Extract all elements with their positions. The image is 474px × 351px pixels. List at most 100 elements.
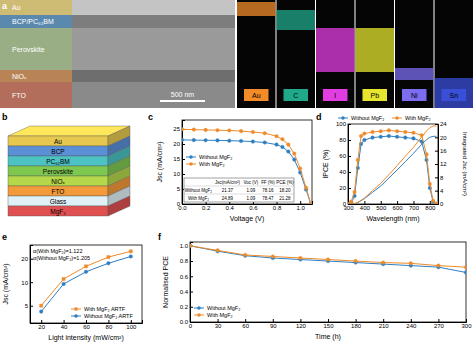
series-line: [190, 246, 466, 273]
series-marker: [412, 137, 416, 141]
eds-label-box: [363, 89, 388, 101]
sem-layer-label: BCP/PC₆₁BM: [12, 18, 54, 25]
series-marker: [395, 135, 399, 139]
sem-layer-label: Perovskite: [12, 46, 45, 53]
y-axis-title: Normalised PCE: [162, 256, 169, 308]
sem-layer-overlay: [0, 82, 72, 108]
stack-layer: [8, 206, 108, 216]
tick-label: 700: [409, 205, 420, 211]
series-marker: [379, 129, 383, 133]
tick: 60: [242, 319, 249, 329]
tick-mark: [182, 159, 185, 160]
series-marker: [356, 158, 360, 162]
plot-frame: [190, 242, 466, 322]
sem-layer-overlay: [0, 15, 72, 28]
series-marker: [409, 262, 413, 266]
tick: 600: [393, 201, 404, 211]
x-axis-line: [191, 319, 467, 323]
tick-mark: [182, 144, 185, 145]
table-cell: 24.89: [222, 196, 234, 201]
tick-mark: [190, 322, 193, 323]
tick: 0.4: [226, 201, 235, 211]
series-marker: [182, 128, 184, 132]
tick: 100: [336, 121, 351, 127]
x-axis: 0306090120150180210240270300: [189, 319, 472, 329]
tick-label: 0.8: [180, 258, 189, 264]
stack-layer: [8, 156, 108, 166]
tick-label: 10: [173, 171, 180, 177]
stack-layer: [8, 146, 108, 156]
y2-axis-title: Integrated Jsc (mA/cm²): [462, 132, 468, 196]
eds-signal: [316, 28, 355, 72]
eds-label: Ni: [411, 92, 418, 99]
eds-signal: [237, 2, 276, 16]
series-marker: [287, 150, 291, 154]
tick: 0.8: [180, 258, 193, 264]
tick: 270: [434, 319, 445, 329]
table-cell: 1.09: [247, 188, 256, 193]
series-marker: [84, 270, 88, 274]
tick-label: 0.6: [249, 205, 258, 211]
stack-label: PC₆₁BM: [46, 158, 70, 165]
tick-mark: [397, 201, 398, 204]
tick: 60: [339, 153, 351, 159]
series-marker: [107, 261, 111, 265]
tick-label: 0.6: [180, 274, 189, 280]
tick: 0.0: [180, 319, 193, 325]
series-line: [348, 130, 436, 204]
stack-label: Au: [54, 138, 62, 145]
tick: 210: [379, 319, 390, 329]
series-marker: [62, 277, 65, 280]
eds-signal: [395, 68, 434, 80]
series-marker: [62, 282, 66, 286]
tick-label: 15: [173, 156, 180, 162]
tick: 40: [61, 320, 68, 330]
tick-label: 16: [440, 148, 447, 154]
scale-bar-label: 500 nm: [171, 91, 195, 98]
tick-label: 0.4: [226, 205, 235, 211]
tick: 80: [339, 137, 351, 143]
tick: 24: [435, 121, 447, 127]
series-marker: [239, 129, 243, 133]
sem-layer: [0, 28, 235, 70]
tick-label: 0: [343, 201, 347, 207]
panel-label: f: [158, 232, 162, 242]
tick-label: 240: [406, 323, 417, 329]
tick-label: 30: [215, 323, 222, 329]
series-marker: [216, 139, 220, 143]
series-marker: [281, 145, 285, 149]
tick-mark: [300, 201, 301, 204]
tick: 16: [435, 148, 447, 154]
tick-label: 60: [339, 153, 346, 159]
tick-label: 180: [351, 323, 362, 329]
series-marker: [251, 130, 255, 134]
series-marker: [379, 135, 383, 139]
tick-label: 0: [440, 201, 444, 207]
eds-background: [277, 0, 316, 108]
eds-signal: [277, 10, 316, 30]
legend: Without MgF₂With MgF₂: [194, 305, 240, 318]
tick-mark: [364, 201, 365, 204]
legend: Without MgF₂With MgF₂: [186, 154, 232, 167]
series-marker: [298, 167, 302, 171]
tick-label: 500: [376, 205, 387, 211]
stack-label: NiOₓ: [51, 178, 65, 185]
table-header: Jsc(mA/cm²): [215, 180, 241, 185]
series-marker: [251, 140, 255, 144]
tick-mark: [466, 319, 467, 322]
tick-label: 20: [440, 135, 447, 141]
tick-label: 5: [25, 303, 29, 309]
tick: 20: [173, 141, 185, 147]
series-marker: [216, 249, 220, 253]
legend-marker: [74, 314, 78, 318]
panel-label: a: [2, 1, 8, 11]
legend-label: Without MgF₂: [199, 154, 232, 160]
tick-label: 400: [360, 205, 371, 211]
series-marker: [354, 259, 358, 263]
tick-label: 0.4: [180, 289, 189, 295]
tick-label: 1.0: [297, 205, 306, 211]
eds-map: C: [277, 0, 316, 108]
chart: 3004005006007008000204060801000481216202…: [316, 112, 468, 223]
tick-mark: [64, 320, 65, 323]
eds-label: Pb: [370, 92, 379, 99]
